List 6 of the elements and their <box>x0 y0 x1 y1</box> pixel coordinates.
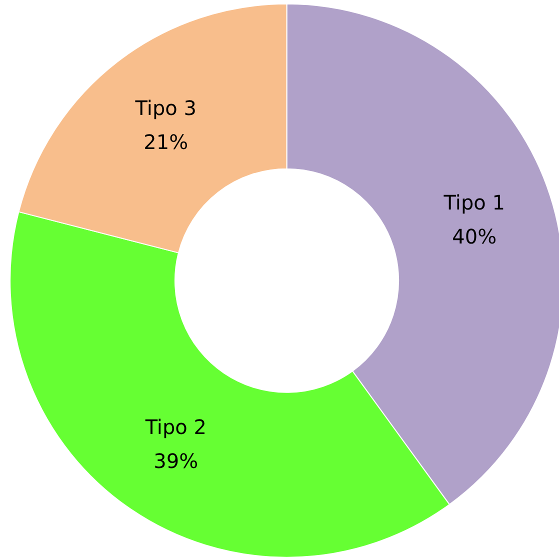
slice-label: Tipo 3 <box>134 96 196 120</box>
data-label: 40% <box>452 224 497 249</box>
data-label: 39% <box>154 448 198 473</box>
slice-label: Tipo 1 <box>442 190 505 215</box>
data-label: 21% <box>144 130 188 154</box>
slice-label: Tipo 2 <box>144 414 206 439</box>
